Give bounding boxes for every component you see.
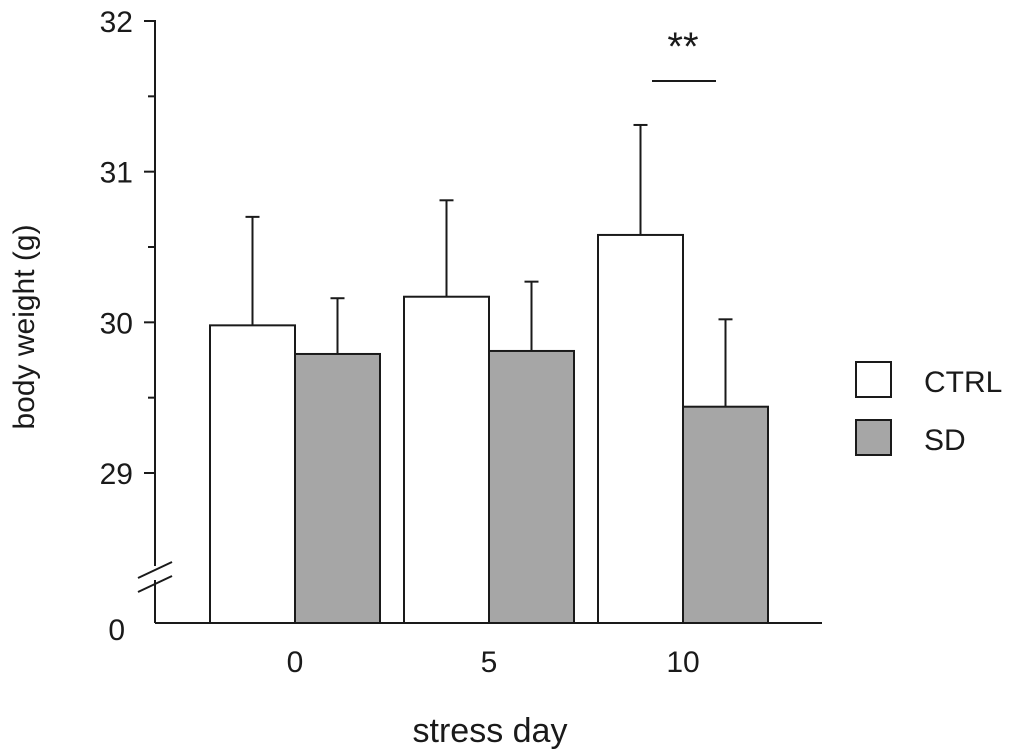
y-axis-title: body weight (g): [8, 224, 41, 429]
legend-swatch-ctrl: [855, 361, 892, 398]
bars-group: [209, 233, 769, 625]
bar-ctrl-day-5: [403, 295, 490, 624]
y-axis-break: [136, 561, 174, 593]
y-ticks-group: 29 30 31 32: [100, 6, 155, 491]
y-tick-label: 29: [100, 458, 133, 491]
bar-ctrl-day-0: [209, 324, 296, 624]
bar-sd-day-0: [294, 352, 381, 624]
y-tick-label: 32: [100, 6, 133, 39]
legend: CTRL SD: [855, 361, 1002, 457]
x-ticks-group: 0 5 10: [287, 646, 700, 679]
legend-label-sd: SD: [924, 424, 966, 457]
legend-swatch-sd: [855, 419, 892, 456]
y-baseline-label: 0: [108, 614, 125, 647]
error-bars-group: [245, 123, 733, 407]
bar-sd-day-5: [488, 349, 575, 624]
significance-label: **: [667, 25, 698, 69]
x-tick-label: 0: [287, 646, 304, 679]
y-tick-label: 31: [100, 157, 133, 190]
x-tick-label: 5: [481, 646, 498, 679]
bar-sd-day-10: [682, 405, 769, 624]
legend-label-ctrl: CTRL: [924, 366, 1002, 399]
significance-annotation: **: [652, 25, 716, 82]
y-tick-label: 30: [100, 307, 133, 340]
bar-ctrl-day-10: [597, 233, 684, 625]
x-axis-title: stress day: [413, 712, 568, 750]
x-tick-label: 10: [666, 646, 699, 679]
